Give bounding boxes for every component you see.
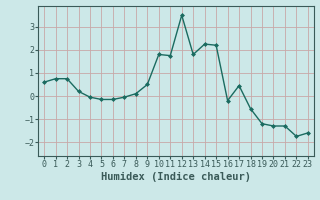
X-axis label: Humidex (Indice chaleur): Humidex (Indice chaleur) [101,172,251,182]
